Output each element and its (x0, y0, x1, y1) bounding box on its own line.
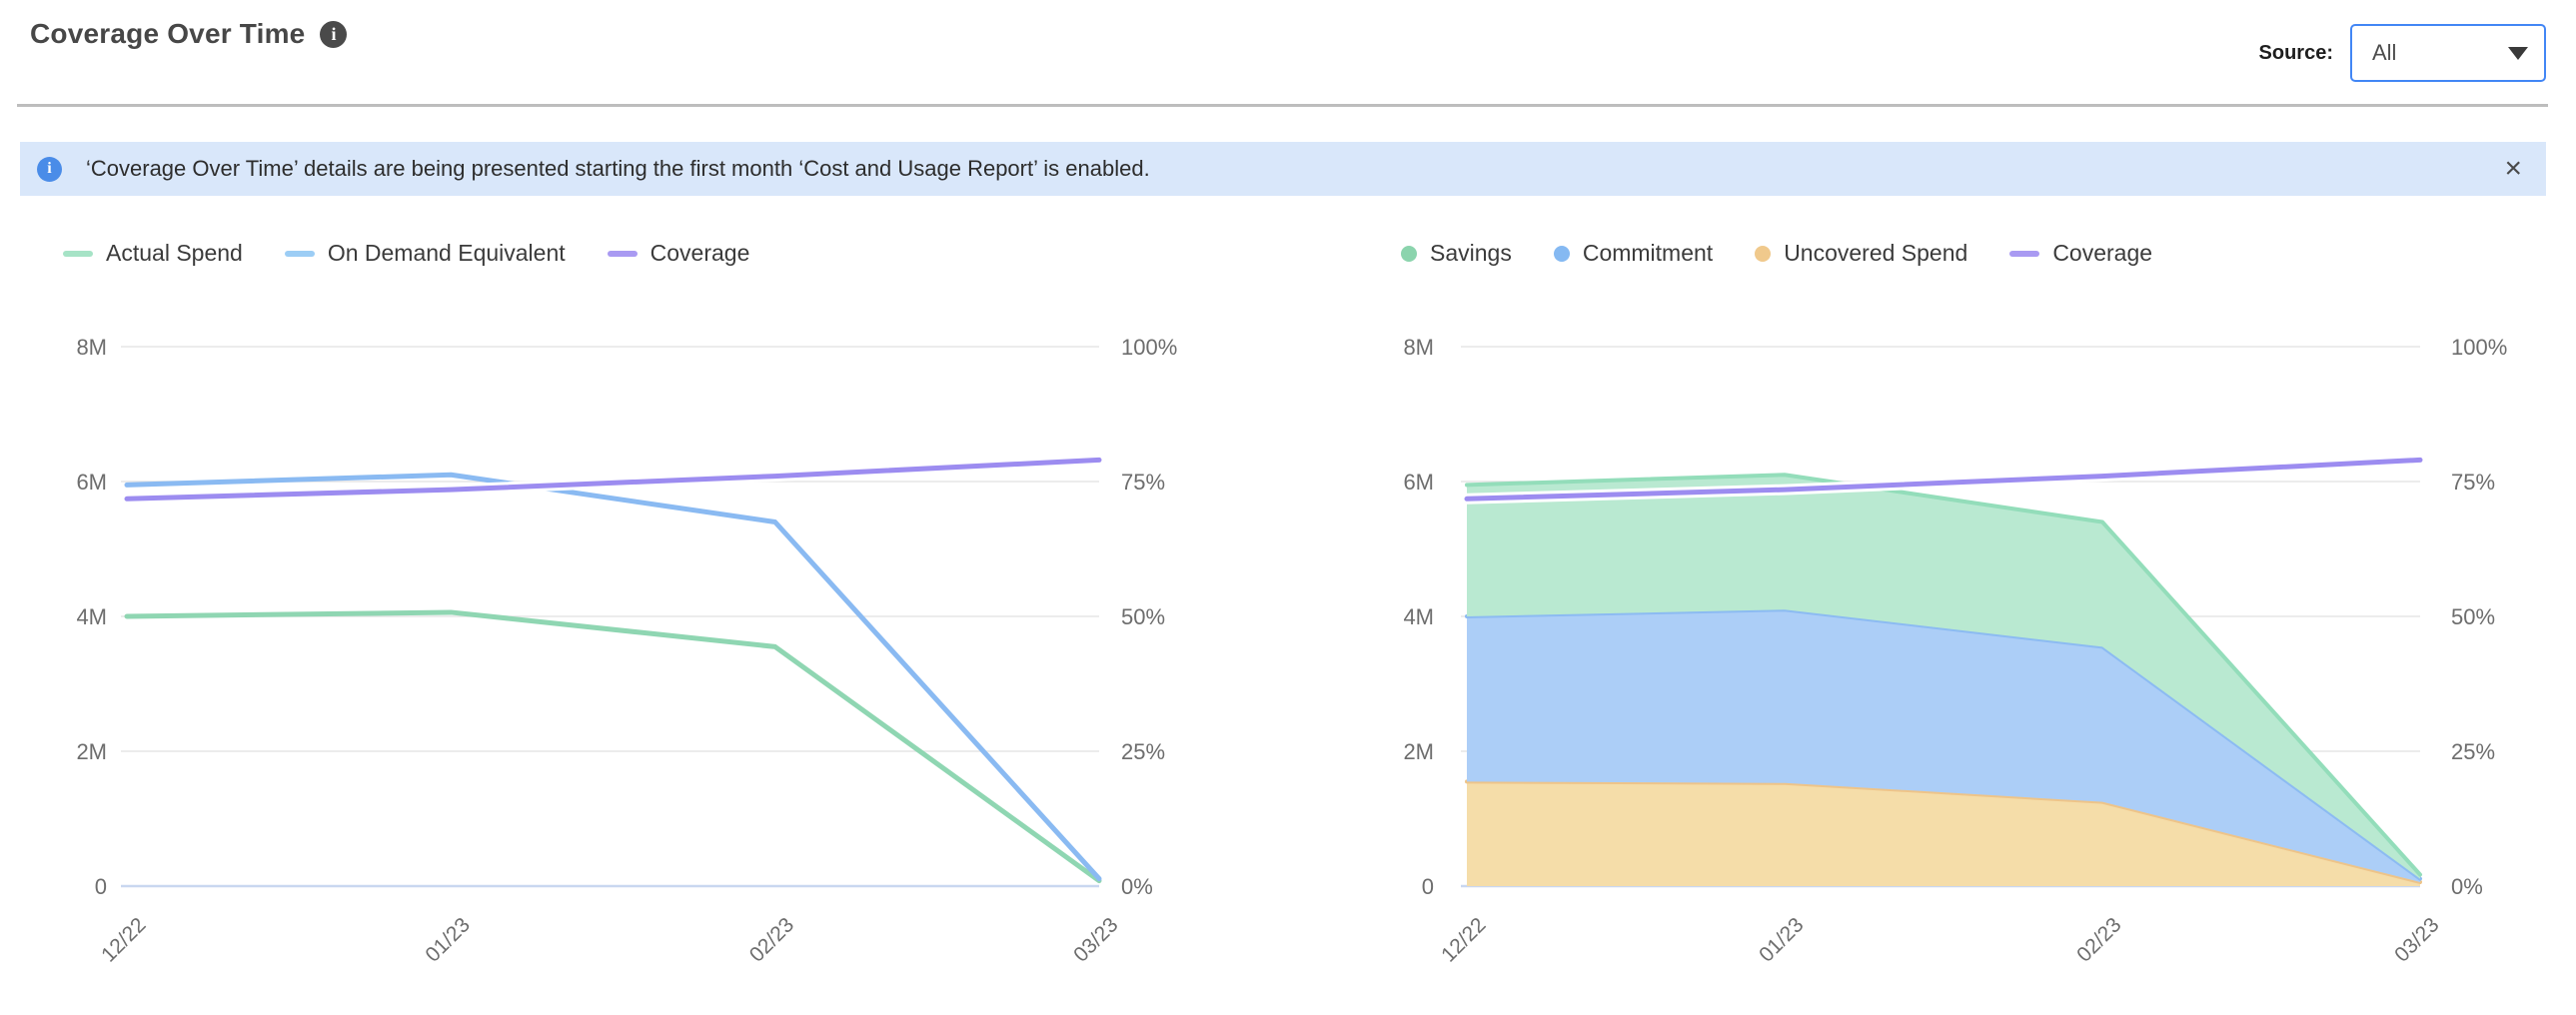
savings-stacked-area-chart: Savings Commitment Uncovered Spend Coverage… (1288, 230, 2576, 1015)
y-axis-left-label: 4M (76, 604, 107, 629)
panel-header: Coverage Over Time i Source: All (30, 0, 2546, 82)
close-icon[interactable]: × (2494, 154, 2532, 184)
actual-spend-marker (63, 250, 93, 257)
legend-item-commitment[interactable]: Commitment (1553, 240, 1714, 267)
spend-coverage-line-chart-svg: 8M 100% 6M 75% 4M 50% 2M 25% 0 0% 12/22 01/23 02/23 0… (76, 335, 1177, 967)
coverage-marker (2009, 250, 2040, 257)
y-axis-left-label: 8M (1403, 335, 1434, 360)
y-axis-right-label: 100% (2451, 335, 2507, 360)
commitment-marker (1553, 245, 1570, 262)
uncovered-spend-marker (1755, 245, 1772, 262)
commitment-area (1467, 609, 2420, 882)
legend-item-coverage[interactable]: Coverage (2009, 240, 2152, 267)
y-axis-left-label: 4M (1403, 604, 1434, 629)
charts-row: Actual Spend On Demand Equivalent Coverage… (0, 230, 2576, 1015)
coverage-line (124, 457, 1102, 502)
info-banner: i ‘Coverage Over Time’ details are being… (20, 142, 2546, 196)
source-filter-group: Source: All (2259, 24, 2546, 82)
chevron-down-icon (2508, 46, 2528, 60)
uncovered-spend-area (1467, 781, 2420, 886)
banner-text: ‘Coverage Over Time’ details are being p… (86, 156, 1150, 181)
legend-item-savings[interactable]: Savings (1401, 240, 1512, 267)
x-axis-label: 12/22 (1437, 913, 1490, 966)
legend-label: Savings (1430, 240, 1512, 266)
source-dropdown[interactable]: All (2350, 24, 2546, 82)
spend-coverage-line-chart-legend: Actual Spend On Demand Equivalent Coverage (63, 240, 749, 267)
y-axis-right-label: 25% (1121, 739, 1165, 764)
x-axis-label: 01/23 (421, 913, 474, 966)
savings-area (1467, 475, 2420, 879)
x-axis-label: 03/23 (2390, 913, 2443, 966)
panel-title-group: Coverage Over Time i (30, 18, 348, 50)
x-axis-label: 02/23 (2072, 913, 2125, 966)
info-icon-glyph: i (47, 160, 52, 177)
legend-item-uncovered-spend[interactable]: Uncovered Spend (1755, 240, 1967, 267)
info-icon: i (37, 156, 62, 182)
page-title: Coverage Over Time (30, 18, 306, 49)
info-icon[interactable]: i (320, 20, 348, 48)
y-axis-right-label: 0% (2451, 874, 2483, 899)
savings-area-edge (1465, 473, 2422, 877)
legend-label: Actual Spend (106, 240, 243, 266)
legend-item-on-demand-equivalent[interactable]: On Demand Equivalent (284, 240, 566, 267)
savings-marker (1401, 245, 1417, 262)
on-demand-equivalent-line (124, 472, 1102, 882)
y-axis-right-label: 50% (1121, 604, 1165, 629)
x-axis-label: 12/22 (97, 913, 150, 966)
y-axis-right-label: 75% (2451, 470, 2495, 495)
source-label: Source: (2258, 41, 2333, 64)
y-axis-left-label: 2M (76, 739, 107, 764)
header-divider (17, 104, 2548, 107)
y-axis-left-label: 6M (1403, 470, 1434, 495)
y-axis-right-label: 50% (2451, 604, 2495, 629)
legend-item-coverage[interactable]: Coverage (607, 240, 750, 267)
legend-label: Coverage (2052, 240, 2153, 266)
y-axis-right-label: 100% (1121, 335, 1177, 360)
spend-coverage-line-chart: Actual Spend On Demand Equivalent Coverage… (0, 230, 1288, 1015)
y-axis-right-label: 75% (1121, 470, 1165, 495)
legend-label: Coverage (649, 240, 750, 266)
y-axis-left-label: 8M (76, 335, 107, 360)
y-axis-left-label: 6M (76, 470, 107, 495)
legend-item-actual-spend[interactable]: Actual Spend (63, 240, 243, 267)
source-dropdown-value: All (2372, 40, 2397, 65)
y-axis-right-label: 25% (2451, 739, 2495, 764)
info-icon-glyph: i (331, 23, 337, 44)
y-axis-left-label: 0 (1422, 874, 1434, 899)
actual-spend-line (124, 609, 1102, 884)
legend-label: Uncovered Spend (1784, 240, 1968, 266)
coverage-line (1464, 457, 2423, 502)
savings-stacked-area-chart-legend: Savings Commitment Uncovered Spend Coverage (1401, 240, 2152, 267)
on-demand-equivalent-marker (284, 250, 315, 257)
savings-stacked-area-chart-svg: 8M 100% 6M 75% 4M 50% 2M 25% 0 0% 12/22 01/23 02/23 0… (1403, 335, 2507, 967)
y-axis-left-label: 0 (95, 874, 107, 899)
y-axis-right-label: 0% (1121, 874, 1153, 899)
x-axis-label: 03/23 (1069, 913, 1122, 966)
y-axis-left-label: 2M (1403, 739, 1434, 764)
x-axis-label: 02/23 (745, 913, 798, 966)
legend-label: Commitment (1582, 240, 1714, 266)
coverage-marker (607, 250, 638, 257)
legend-label: On Demand Equivalent (327, 240, 566, 266)
x-axis-label: 01/23 (1755, 913, 1808, 966)
